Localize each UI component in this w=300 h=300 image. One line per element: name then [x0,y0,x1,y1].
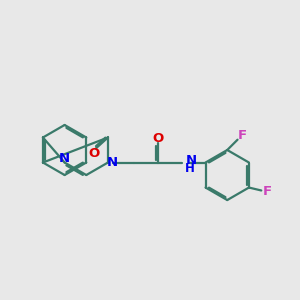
Text: N: N [59,152,70,165]
Text: O: O [152,132,164,145]
Text: F: F [237,129,247,142]
Text: O: O [88,148,100,160]
Text: N: N [106,156,118,169]
Text: F: F [262,184,272,198]
Text: N: N [185,154,197,167]
Text: H: H [185,162,195,175]
